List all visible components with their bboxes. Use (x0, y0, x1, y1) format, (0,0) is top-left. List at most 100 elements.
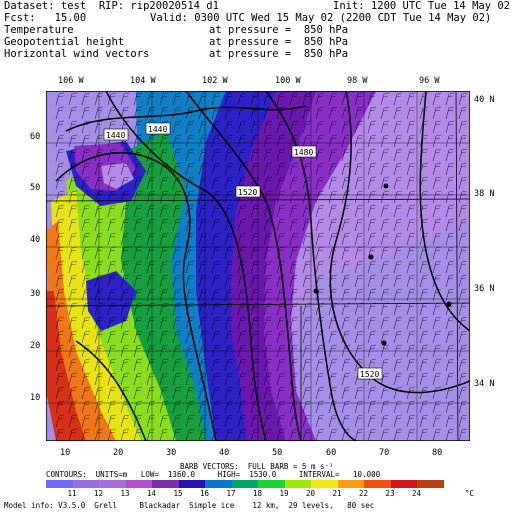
wind-barb (432, 190, 442, 204)
wind-barb (185, 316, 195, 330)
wind-barb (380, 386, 390, 400)
wind-barb (94, 414, 104, 428)
wind-barb (276, 232, 286, 246)
wind-barb (458, 246, 468, 260)
wind-barb (458, 288, 468, 302)
field-level-temperature: at pressure = 850 hPa (209, 24, 349, 36)
wind-barb (211, 260, 221, 274)
wind-barb (237, 162, 247, 176)
wind-barb (419, 288, 429, 302)
wind-barb (55, 162, 65, 176)
wind-barb (146, 386, 156, 400)
wind-barb (68, 288, 78, 302)
wind-barb (302, 106, 312, 120)
wind-barb (302, 232, 312, 246)
wind-barb (94, 386, 104, 400)
valid-time: Valid: 0300 UTC Wed 15 May 02 (2200 CDT … (150, 12, 492, 24)
wind-barb (172, 372, 182, 386)
wind-barb (445, 218, 455, 232)
wind-barb (406, 428, 416, 441)
lat-label: 36 N (474, 284, 495, 294)
wind-barb (68, 176, 78, 190)
wind-barb (250, 134, 260, 148)
wind-barb (367, 106, 377, 120)
wind-barb (94, 246, 104, 260)
wind-barb (289, 106, 299, 120)
wind-barb (224, 386, 234, 400)
wind-barb (107, 428, 117, 441)
wind-barb (432, 316, 442, 330)
wind-barb (419, 358, 429, 372)
model-info: Model info: V3.5.0 Grell Blackadar Simpl… (4, 501, 375, 510)
wind-barb (263, 358, 273, 372)
wind-barb (406, 162, 416, 176)
wind-barb (393, 330, 403, 344)
wind-barb (445, 134, 455, 148)
wind-barb (354, 106, 364, 120)
wind-barb (172, 148, 182, 162)
weather-map: 1440 1440 1480 1520 1520 (46, 91, 470, 441)
wind-barb (55, 386, 65, 400)
wind-barb (289, 316, 299, 330)
wind-barb (315, 246, 325, 260)
wind-barb (458, 106, 468, 120)
field-name-height: Geopotential height (4, 36, 125, 48)
wind-barb (341, 92, 351, 106)
wind-barb (354, 204, 364, 218)
wind-barb (458, 344, 468, 358)
wind-barb (458, 372, 468, 386)
wind-barb (198, 274, 208, 288)
wind-barb (445, 106, 455, 120)
wind-barb (263, 246, 273, 260)
wind-barb (432, 204, 442, 218)
wind-barb (185, 260, 195, 274)
wind-barb (393, 372, 403, 386)
wind-barb (107, 316, 117, 330)
init-time: Init: 1200 UTC Tue 14 May 02 (333, 0, 511, 12)
wind-barb (380, 344, 390, 358)
wind-barb (172, 176, 182, 190)
wind-barb (211, 218, 221, 232)
wind-barb (341, 358, 351, 372)
wind-barb (328, 288, 338, 302)
wind-barb (250, 358, 260, 372)
wind-barb (458, 428, 468, 441)
wind-barb (172, 204, 182, 218)
x-tick-label: 60 (326, 448, 337, 458)
wind-barb (393, 218, 403, 232)
wind-barb (380, 190, 390, 204)
wind-barb (276, 106, 286, 120)
wind-barb (458, 400, 468, 414)
color-scale-tick: 20 (306, 489, 316, 498)
color-swatch (72, 480, 100, 488)
wind-barb (367, 428, 377, 441)
wind-barb (94, 400, 104, 414)
wind-barb (354, 190, 364, 204)
wind-barb (315, 288, 325, 302)
wind-barb (250, 344, 260, 358)
color-scale-tick: 24 (412, 489, 422, 498)
wind-barb (315, 358, 325, 372)
wind-barb (432, 288, 442, 302)
wind-barb (380, 148, 390, 162)
wind-barb (289, 302, 299, 316)
wind-barb (328, 414, 338, 428)
forecast-hour: Fcst: 15.00 (4, 12, 87, 24)
wind-barb (237, 260, 247, 274)
wind-barb (354, 162, 364, 176)
wind-barb (263, 316, 273, 330)
wind-barb (120, 162, 130, 176)
wind-barb (302, 372, 312, 386)
wind-barb (172, 260, 182, 274)
wind-barb (198, 400, 208, 414)
color-swatch (417, 480, 444, 488)
wind-barb (354, 246, 364, 260)
wind-barb (94, 148, 104, 162)
wind-barb (211, 428, 221, 441)
wind-barb (315, 162, 325, 176)
wind-barb (237, 204, 247, 218)
wind-barb (393, 358, 403, 372)
wind-barb (237, 148, 247, 162)
wind-barb (159, 232, 169, 246)
wind-barb (68, 428, 78, 441)
